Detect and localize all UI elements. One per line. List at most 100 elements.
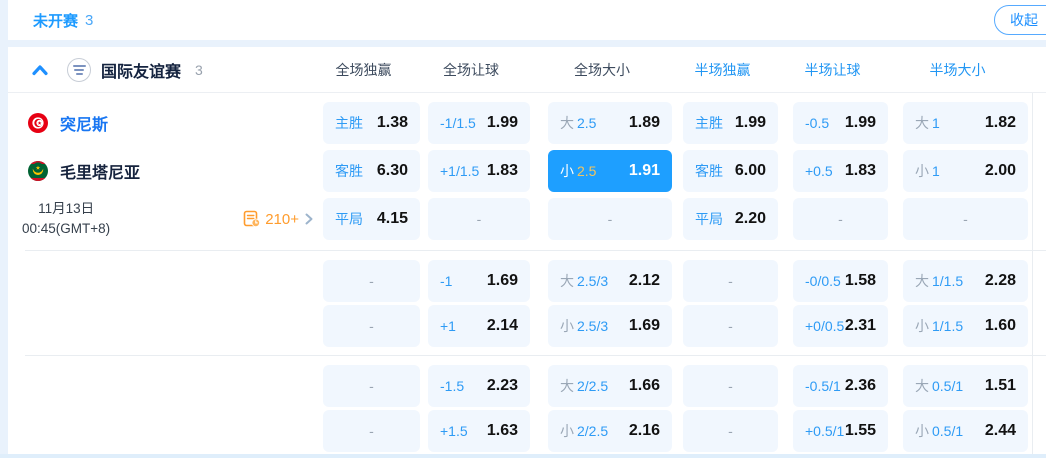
odds-label: -1/1.5 xyxy=(440,115,476,131)
column-header-half-handicap: 半场让球 xyxy=(804,61,861,78)
collapse-league-button[interactable] xyxy=(25,55,55,85)
match-datetime: 11月13日 00:45(GMT+8) xyxy=(22,199,110,238)
odds-cell[interactable]: -1/1.5 1.99 xyxy=(428,102,530,144)
odds-value: 2.20 xyxy=(734,210,766,227)
empty-dash: - xyxy=(728,272,733,289)
odds-label: 小 1/1.5 xyxy=(915,317,964,334)
odds-value: 1.99 xyxy=(844,114,876,131)
odds-cell-empty: - xyxy=(323,364,420,407)
odds-cell-slot: 平局 2.20 xyxy=(683,198,793,240)
odds-value: 2.12 xyxy=(628,271,660,289)
status-count: 3 xyxy=(85,11,94,29)
column-header-half-win: 半场独赢 xyxy=(694,61,751,78)
odds-cell[interactable]: +1.5 1.63 xyxy=(428,409,530,452)
odds-cell-slot: 小 2.5 1.91 xyxy=(548,150,683,192)
odds-cell[interactable]: -1.5 2.23 xyxy=(428,364,530,407)
odds-cell[interactable]: 大 1/1.5 2.28 xyxy=(903,259,1028,302)
odds-label: 小 2/2.5 xyxy=(560,422,609,439)
more-markets-link[interactable]: 210+ xyxy=(243,210,315,228)
odds-cell[interactable]: 大 1 1.82 xyxy=(903,102,1028,144)
match-meta-row: 11月13日 00:45(GMT+8) 210+ xyxy=(8,195,323,243)
status-label: 未开赛 xyxy=(33,12,79,30)
odds-cell[interactable]: 客胜 6.00 xyxy=(683,150,778,192)
odds-label: 大 2/2.5 xyxy=(560,377,609,394)
block-separator xyxy=(25,355,1046,356)
odds-label: 平局 xyxy=(335,211,363,227)
odds-cell-slot: 小 1/1.5 1.60 xyxy=(903,304,1028,347)
column-header-full-win: 全场独赢 xyxy=(335,61,392,78)
more-markets-count: 210+ xyxy=(265,210,299,228)
odds-cell[interactable]: 大 2/2.5 1.66 xyxy=(548,364,672,407)
odds-cell[interactable]: 小 1 2.00 xyxy=(903,150,1028,192)
odds-cell[interactable]: -0/0.5 1.58 xyxy=(793,259,888,302)
home-team-row[interactable]: 突尼斯 xyxy=(8,99,323,147)
odds-value: 2.36 xyxy=(844,376,876,394)
odds-cell[interactable]: 主胜 1.38 xyxy=(323,102,420,144)
odds-cell-slot: 大 2.5/3 2.12 xyxy=(548,259,683,302)
odds-cell-slot: -0/0.5 1.58 xyxy=(793,259,903,302)
odds-label: 主胜 xyxy=(695,115,723,131)
odds-value: 6.30 xyxy=(376,162,408,179)
odds-value: 4.15 xyxy=(376,210,408,227)
odds-cell-slot: +0/0.5 2.31 xyxy=(793,304,903,347)
odds-cell[interactable]: 客胜 6.30 xyxy=(323,150,420,192)
odds-cell-slot: 平局 4.15 xyxy=(323,198,428,240)
empty-dash: - xyxy=(476,211,482,227)
collapse-button[interactable]: 收起 xyxy=(994,5,1046,35)
odds-cell-slot: 大 1 1.82 xyxy=(903,102,1028,144)
odds-cell-empty: - xyxy=(683,304,778,347)
right-column-divider xyxy=(1032,93,1033,454)
odds-cell-slot: - xyxy=(548,198,683,240)
odds-cell-slot: 小 1 2.00 xyxy=(903,150,1028,192)
odds-cell-empty: - xyxy=(548,198,672,240)
odds-cell[interactable]: 小 0.5/1 2.44 xyxy=(903,409,1028,452)
odds-cell[interactable]: 主胜 1.99 xyxy=(683,102,778,144)
odds-cell[interactable]: +0.5 1.83 xyxy=(793,150,888,192)
status-tab[interactable]: 未开赛 3 xyxy=(33,10,93,31)
odds-cell[interactable]: -0.5/1 2.36 xyxy=(793,364,888,407)
odds-cell-slot: - xyxy=(323,409,428,452)
odds-value: 2.28 xyxy=(984,271,1016,289)
odds-label: 大 1/1.5 xyxy=(915,272,964,289)
odds-cell-empty: - xyxy=(793,198,888,240)
odds-cell[interactable]: +0/0.5 2.31 xyxy=(793,304,888,347)
odds-cell[interactable]: 平局 2.20 xyxy=(683,198,778,240)
odds-cell[interactable]: 小 2.5/3 1.69 xyxy=(548,304,672,347)
odds-cell[interactable]: +1 2.14 xyxy=(428,304,530,347)
odds-cell-slot: -1 1.69 xyxy=(428,259,548,302)
odds-cell-slot: 大 0.5/1 1.51 xyxy=(903,364,1028,407)
empty-dash: - xyxy=(728,317,733,334)
away-team-row[interactable]: 毛里塔尼亚 xyxy=(8,147,323,195)
odds-cell[interactable]: 大 0.5/1 1.51 xyxy=(903,364,1028,407)
odds-label: 大 2.5/3 xyxy=(560,272,609,289)
odds-value: 1.66 xyxy=(628,376,660,394)
odds-cell[interactable]: -0.5 1.99 xyxy=(793,102,888,144)
odds-cell-slot: 主胜 1.99 xyxy=(683,102,793,144)
odds-cell[interactable]: 小 2/2.5 2.16 xyxy=(548,409,672,452)
match-info-spacer xyxy=(8,363,323,453)
odds-cell[interactable]: 小 1/1.5 1.60 xyxy=(903,304,1028,347)
odds-cell[interactable]: +0.5/1 1.55 xyxy=(793,409,888,452)
odds-cell-slot: - xyxy=(323,304,428,347)
odds-cell[interactable]: 大 2.5 1.89 xyxy=(548,102,672,144)
odds-cell[interactable]: -1 1.69 xyxy=(428,259,530,302)
column-header-full-handicap: 全场让球 xyxy=(443,61,499,78)
odds-label: 小 2.5/3 xyxy=(560,317,609,334)
odds-cell-slot: - xyxy=(683,304,793,347)
odds-cell-slot: +0.5 1.83 xyxy=(793,150,903,192)
odds-cell-slot: -0.5/1 2.36 xyxy=(793,364,903,407)
odds-cell-slot: -0.5 1.99 xyxy=(793,102,903,144)
odds-grid-alt-2: - -1.5 2.23 大 2/2.5 1.66 - -0.5/1 2.36 大 0.5/1 1.51… xyxy=(323,363,1028,453)
odds-value: 1.82 xyxy=(984,114,1016,131)
odds-cell[interactable]: 平局 4.15 xyxy=(323,198,420,240)
chevron-up-icon xyxy=(32,64,48,75)
odds-cell-empty: - xyxy=(683,259,778,302)
odds-cell-slot: - xyxy=(683,409,793,452)
odds-cell-selected[interactable]: 小 2.5 1.91 xyxy=(548,150,672,192)
odds-cell[interactable]: +1/1.5 1.83 xyxy=(428,150,530,192)
odds-cell[interactable]: 大 2.5/3 2.12 xyxy=(548,259,672,302)
odds-cell-slot: - xyxy=(323,364,428,407)
odds-cell-empty: - xyxy=(323,304,420,347)
odds-label: 客胜 xyxy=(695,163,723,179)
